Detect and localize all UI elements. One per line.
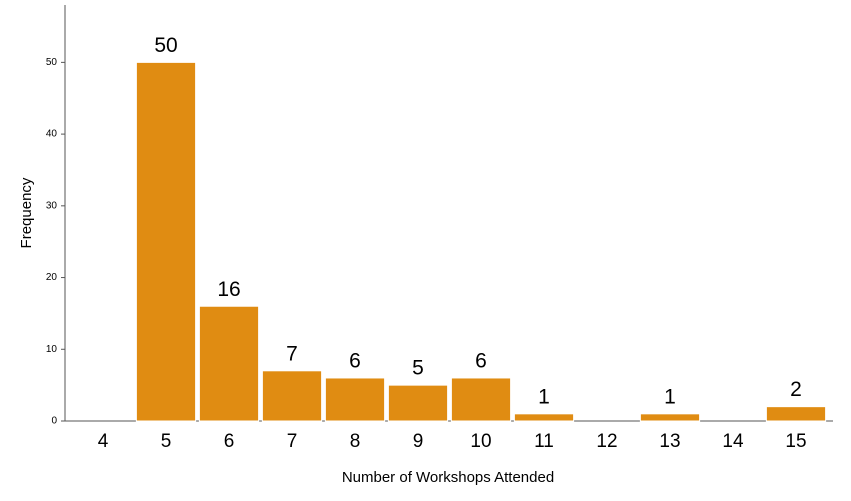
x-tick-label: 9 bbox=[413, 431, 424, 452]
x-tick-label: 7 bbox=[287, 431, 298, 452]
value-label: 5 bbox=[412, 357, 424, 380]
value-label: 7 bbox=[286, 342, 298, 365]
bar bbox=[135, 61, 197, 422]
y-tick-label: 0 bbox=[51, 416, 57, 427]
x-tick-label: 13 bbox=[659, 431, 680, 452]
x-tick-label: 10 bbox=[470, 431, 491, 452]
bar bbox=[639, 413, 701, 422]
x-tick-label: 6 bbox=[224, 431, 235, 452]
bar bbox=[387, 384, 449, 422]
y-tick-label: 20 bbox=[46, 272, 58, 283]
x-tick-label: 8 bbox=[350, 431, 361, 452]
bar bbox=[261, 370, 323, 422]
value-label: 1 bbox=[538, 385, 550, 408]
y-tick-label: 30 bbox=[46, 200, 58, 211]
bar bbox=[324, 377, 386, 422]
y-tick-label: 10 bbox=[46, 344, 58, 355]
x-tick-label: 4 bbox=[98, 431, 109, 452]
x-axis-title: Number of Workshops Attended bbox=[342, 469, 554, 486]
value-label: 2 bbox=[790, 378, 802, 401]
value-label: 16 bbox=[217, 278, 240, 301]
y-tick-label: 50 bbox=[46, 57, 58, 68]
y-axis-title: Frequency bbox=[18, 177, 35, 248]
value-label: 6 bbox=[475, 350, 487, 373]
x-tick-label: 12 bbox=[596, 431, 617, 452]
x-tick-label: 15 bbox=[785, 431, 806, 452]
x-tick-label: 14 bbox=[722, 431, 744, 452]
value-label: 1 bbox=[664, 385, 676, 408]
y-tick-label: 40 bbox=[46, 129, 58, 140]
bar bbox=[513, 413, 575, 422]
value-label: 50 bbox=[154, 34, 177, 57]
bar bbox=[765, 406, 827, 422]
x-tick-label: 5 bbox=[161, 431, 172, 452]
bar bbox=[450, 377, 512, 422]
bar bbox=[198, 305, 260, 422]
x-tick-label: 11 bbox=[534, 431, 554, 452]
value-label: 6 bbox=[349, 350, 361, 373]
